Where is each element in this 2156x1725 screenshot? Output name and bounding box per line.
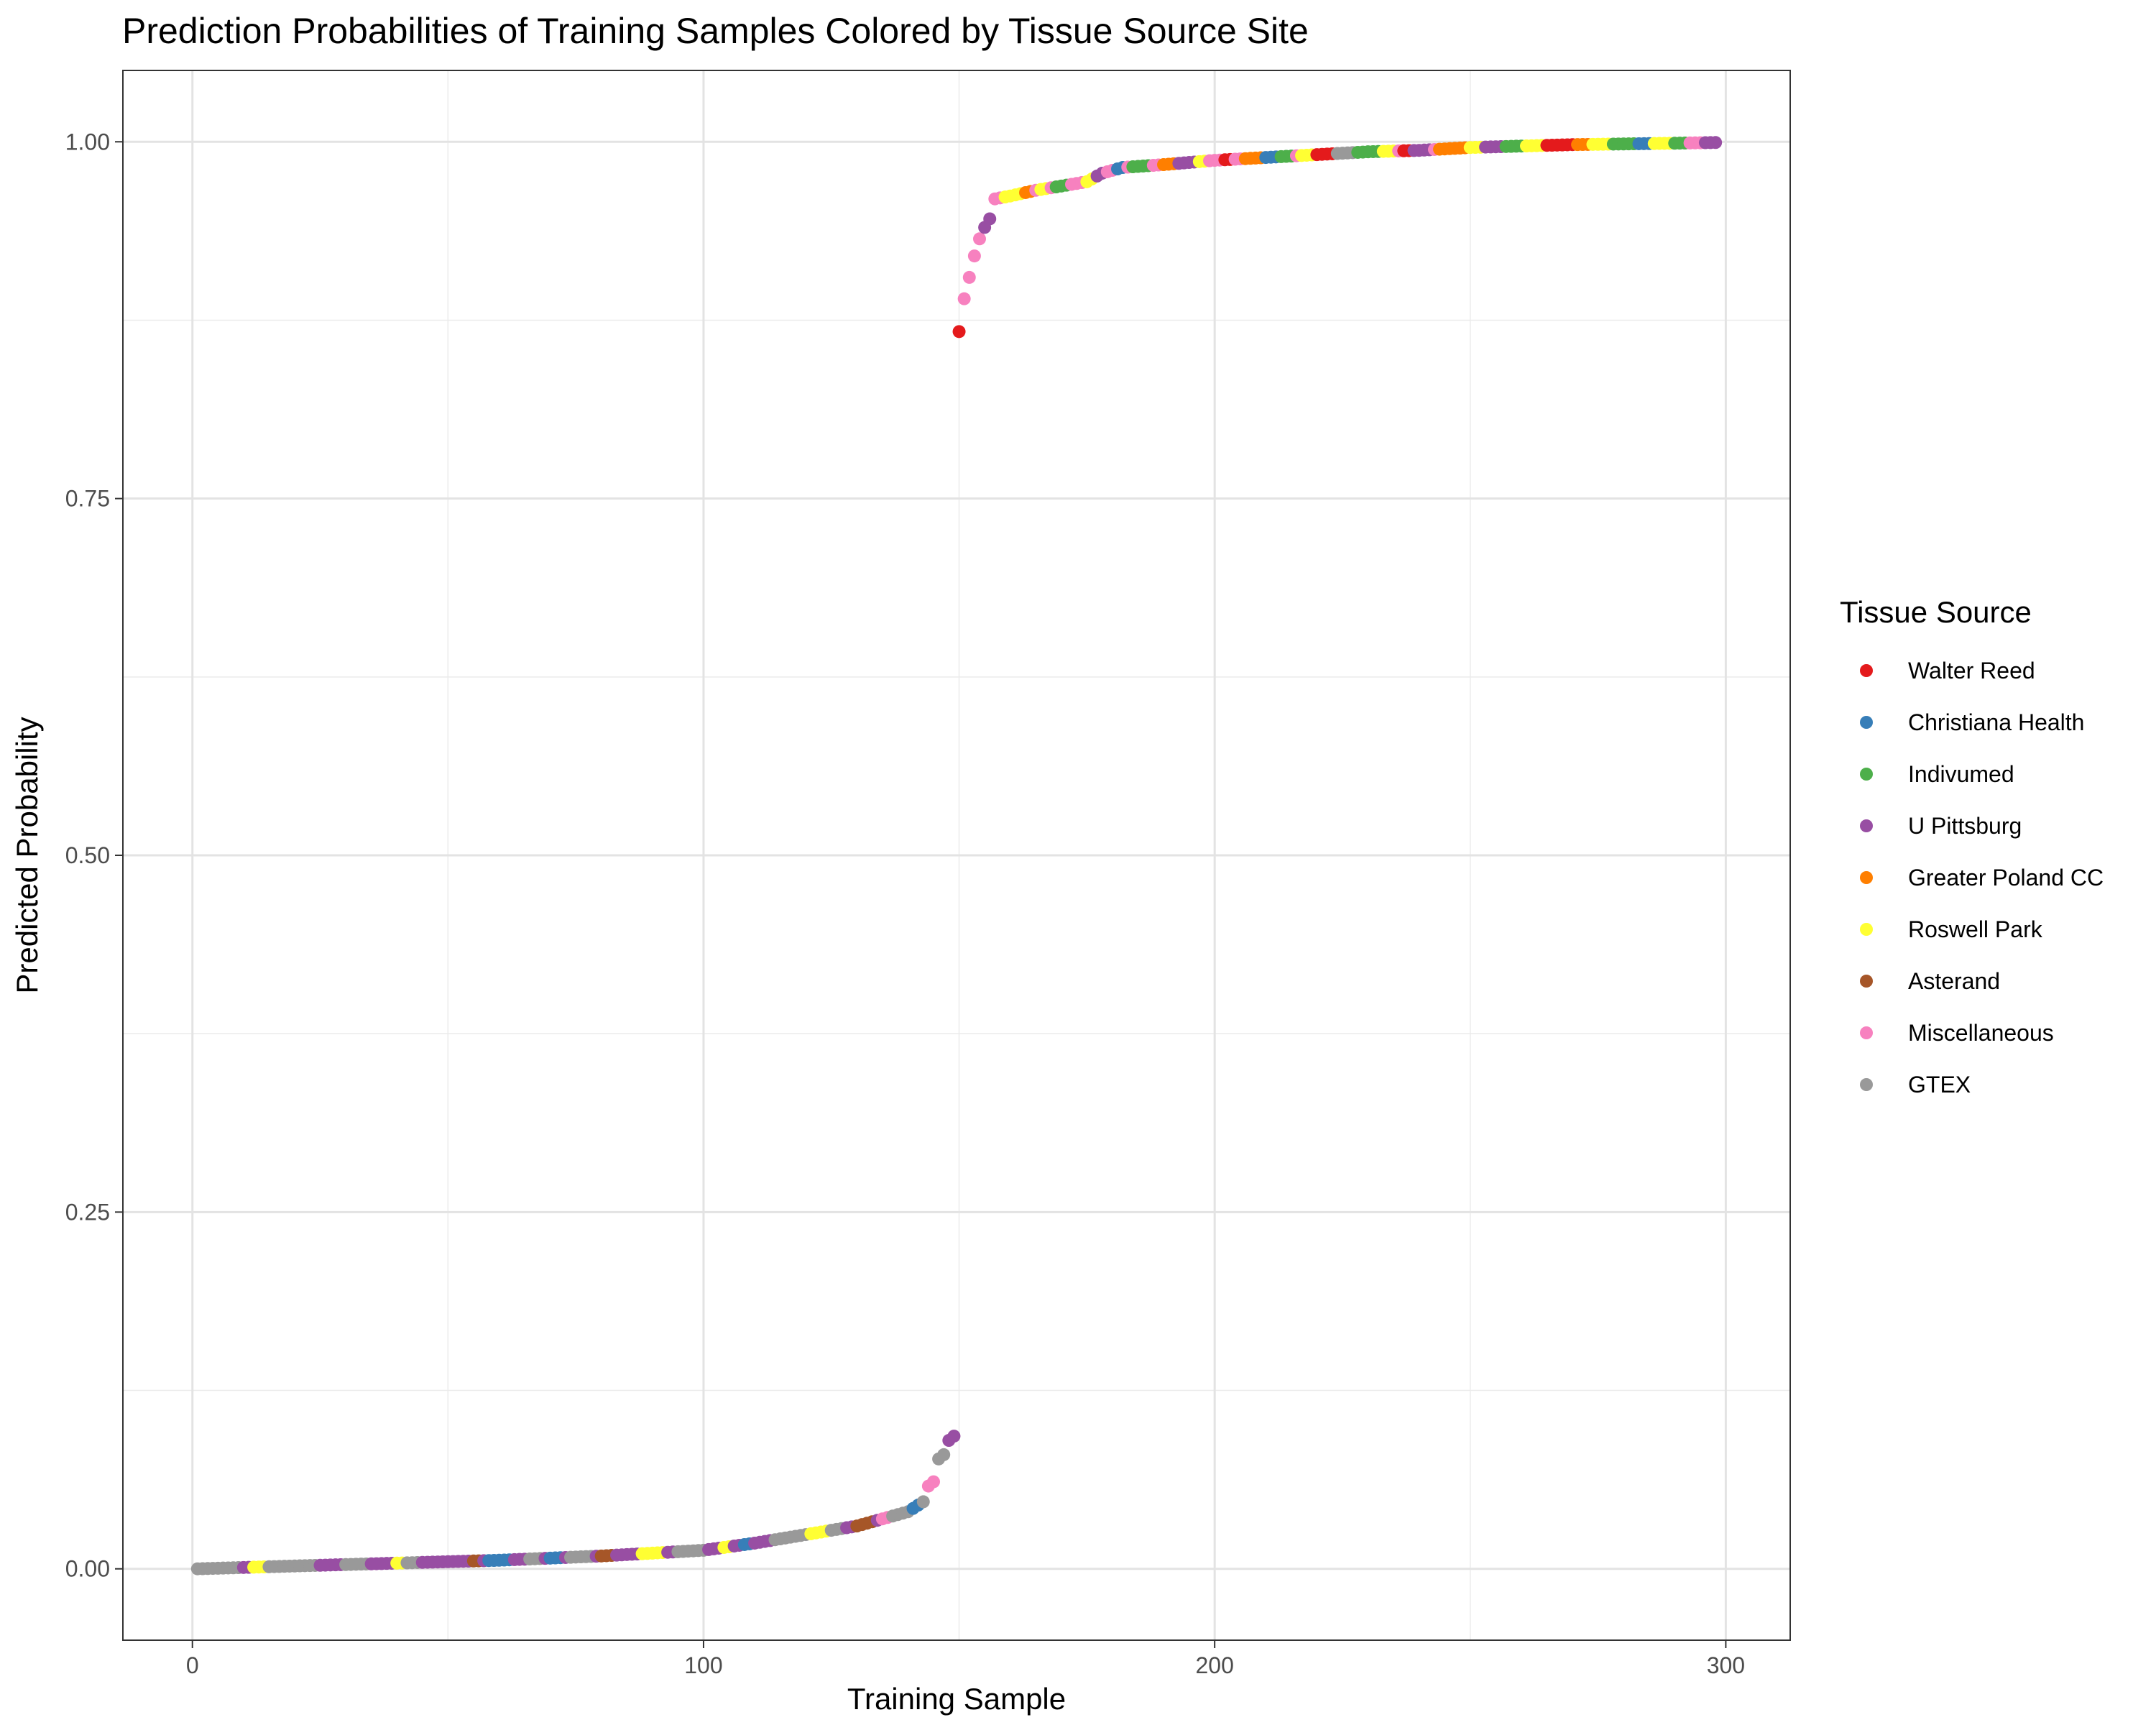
legend-label: U Pittsburg [1908, 813, 2022, 839]
legend-items: Walter Reed Christiana Health Indivumed U P… [1860, 658, 2104, 1098]
legend-label: Roswell Park [1908, 916, 2043, 942]
y-tick-label: 0.00 [65, 1556, 110, 1582]
legend-label: Greater Poland CC [1908, 865, 2104, 891]
data-point [1709, 136, 1723, 150]
data-point [973, 232, 986, 246]
y-tick-label: 0.75 [65, 486, 110, 512]
legend-key [1860, 1026, 1873, 1039]
plot-panel [122, 70, 1791, 1641]
y-axis: 0.00 0.25 0.50 0.75 1.00 [65, 129, 123, 1582]
legend-label: Christiana Health [1908, 709, 2084, 735]
x-tick-label: 200 [1195, 1652, 1233, 1678]
x-tick-label: 300 [1707, 1652, 1745, 1678]
x-tick-label: 100 [684, 1652, 722, 1678]
chart-title: Prediction Probabilities of Training Sam… [122, 11, 1309, 51]
legend-key [1860, 819, 1873, 832]
data-point [916, 1495, 930, 1509]
x-tick-label: 0 [186, 1652, 199, 1678]
legend-label: Walter Reed [1908, 658, 2035, 684]
y-tick-label: 0.50 [65, 842, 110, 868]
data-point [957, 292, 971, 305]
x-axis-title: Training Sample [847, 1682, 1066, 1716]
data-points [190, 136, 1723, 1576]
y-axis-title: Predicted Probability [10, 717, 44, 993]
data-point [962, 270, 976, 284]
legend-key [1860, 1078, 1873, 1091]
legend-label: Asterand [1908, 968, 2000, 994]
y-tick-label: 0.25 [65, 1199, 110, 1225]
data-point [937, 1448, 951, 1461]
legend-key [1860, 975, 1873, 988]
data-point [927, 1475, 940, 1489]
x-axis: 0 100 200 300 [186, 1640, 1745, 1678]
data-point [947, 1430, 961, 1443]
legend-key [1860, 716, 1873, 729]
legend-key [1860, 923, 1873, 936]
legend-key [1860, 871, 1873, 884]
data-point [952, 325, 966, 339]
legend-label: GTEX [1908, 1072, 1971, 1098]
y-tick-label: 1.00 [65, 129, 110, 155]
legend-key [1860, 664, 1873, 677]
legend: Tissue Source Walter Reed Christiana Heal… [1840, 595, 2104, 1098]
legend-label: Indivumed [1908, 761, 2014, 787]
legend-key [1860, 768, 1873, 781]
data-point [983, 212, 997, 226]
data-point [967, 249, 981, 263]
legend-title: Tissue Source [1840, 595, 2032, 629]
legend-label: Miscellaneous [1908, 1020, 2054, 1046]
